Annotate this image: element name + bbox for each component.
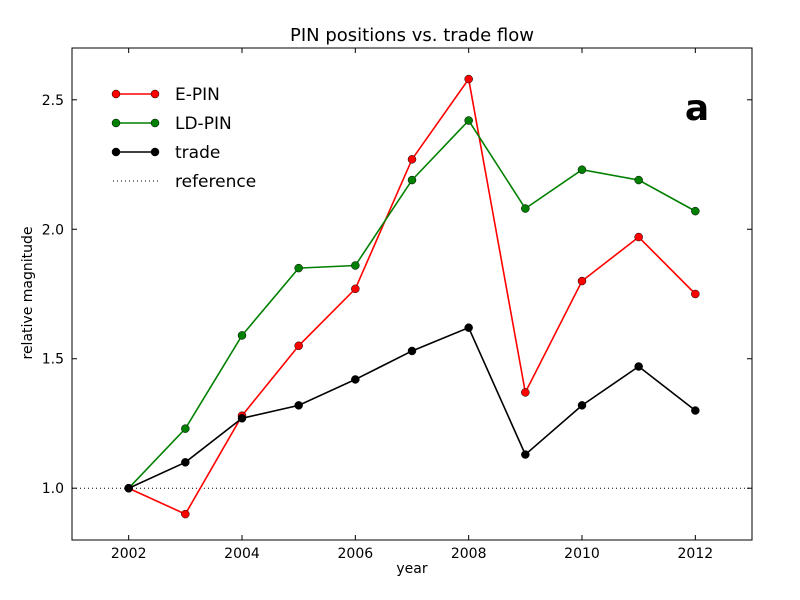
data-point-e-pin [464,74,473,84]
data-point-e-pin [407,155,417,164]
data-point-e-pin [577,276,587,286]
data-point-trade [577,401,587,410]
data-point-ld-pin [464,116,473,125]
axes-frame [71,47,753,541]
data-point-ld-pin [351,261,360,270]
data-point-ld-pin [634,175,643,185]
data-point-trade [634,362,643,371]
legend-marker-trade [150,147,160,157]
data-point-e-pin [634,232,643,242]
data-point-e-pin [294,341,303,351]
data-point-trade [407,346,417,356]
x-tick-label: 2004 [224,546,260,562]
x-axis-label: year [396,561,427,577]
legend-label-reference: reference [175,172,256,192]
data-point-ld-pin [691,206,700,216]
data-point-ld-pin [407,175,417,185]
data-point-trade [521,450,530,459]
plot-area: 2002 2004 2006 2008 2010 2012 1.0 1.5 2.0 2.5 [42,47,753,562]
data-point-ld-pin [294,263,303,273]
data-point-e-pin [181,509,190,519]
y-axis-label: relative magnitude [20,227,36,360]
series-group [124,74,700,519]
data-point-trade [181,458,190,467]
data-point-ld-pin [181,424,190,433]
data-point-e-pin [521,388,530,397]
legend-label-trade: trade [175,143,220,163]
chart-title: PIN positions vs. trade flow [290,25,534,46]
legend-marker-ld-pin [111,118,121,128]
data-point-ld-pin [521,204,530,213]
x-tick-label: 2010 [564,546,600,562]
x-tick-label: 2002 [111,546,147,562]
x-tick-label: 2006 [338,546,374,562]
legend-label-ld-pin: LD-PIN [175,114,232,134]
y-tick-label: 1.5 [42,352,64,368]
x-tick-label: 2008 [451,546,487,562]
legend-marker-trade [111,147,121,157]
data-point-e-pin [351,284,360,294]
data-point-e-pin [691,289,700,299]
y-tick-label: 2.5 [42,93,64,109]
data-point-ld-pin [237,331,247,340]
legend-marker-e-pin [111,89,121,99]
y-tick-label: 2.0 [42,222,64,238]
data-point-trade [351,375,360,384]
data-point-trade [464,323,473,332]
legend-marker-e-pin [150,89,160,99]
data-point-ld-pin [577,165,587,174]
legend-marker-ld-pin [150,118,160,128]
data-point-trade [237,414,247,423]
x-tick-label: 2012 [678,546,714,562]
data-point-trade [124,483,133,493]
panel-label: a [685,88,709,129]
data-point-trade [691,406,700,415]
y-tick-label: 1.0 [42,481,64,497]
legend-label-e-pin: E-PIN [175,85,220,105]
data-point-trade [294,401,303,410]
legend: E-PIN LD-PIN trade reference [111,85,256,192]
